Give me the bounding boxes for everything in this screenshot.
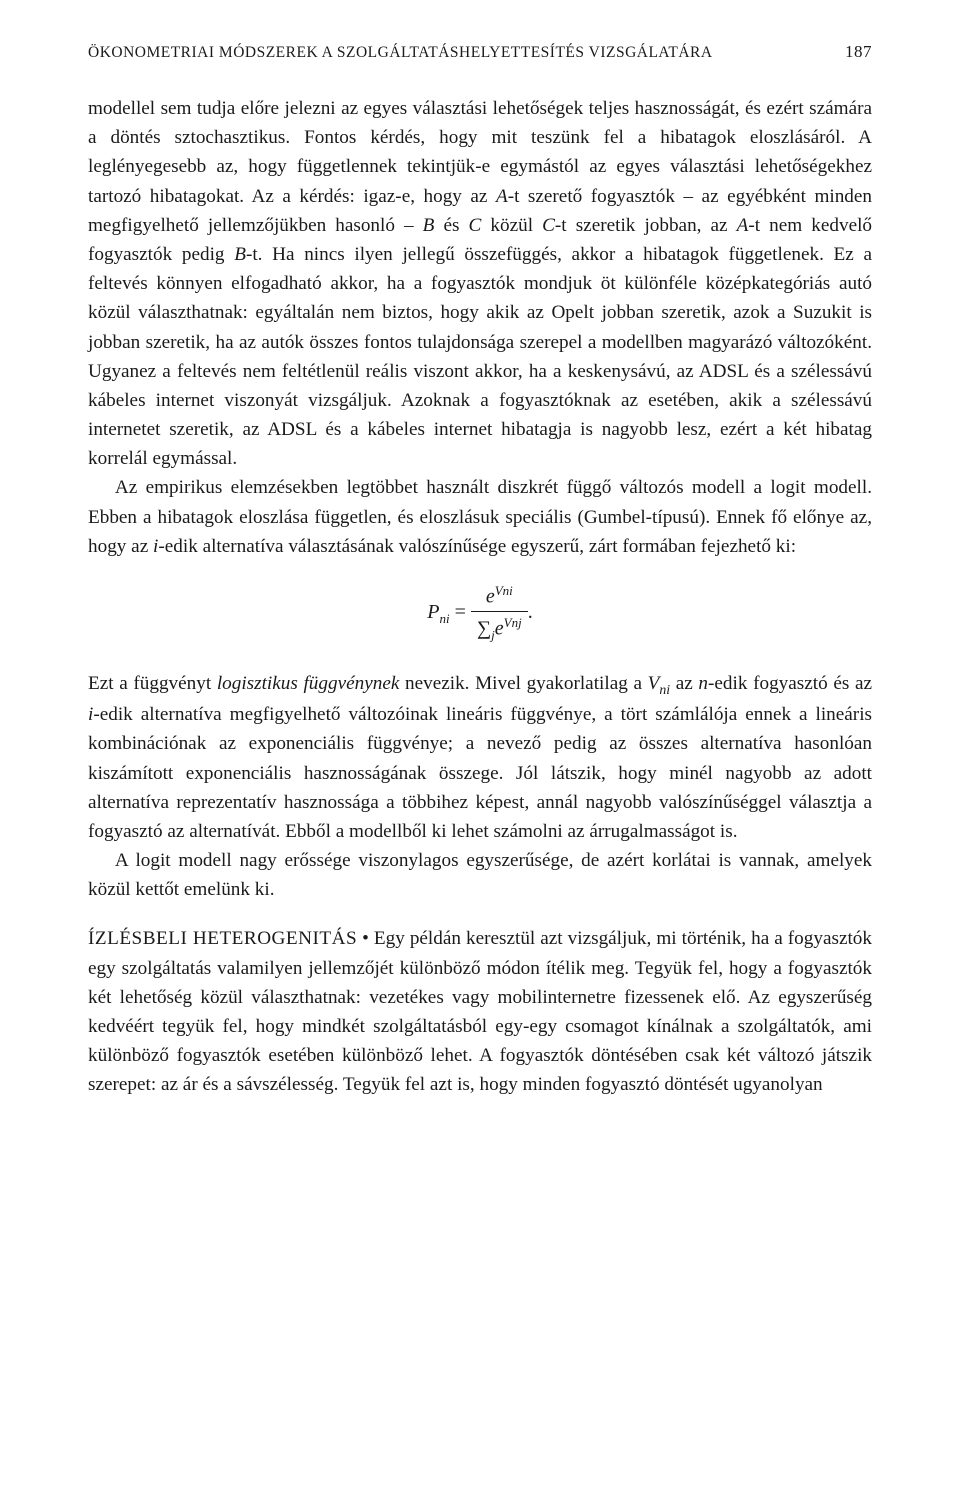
paragraph-2: Az empirikus elemzésekben legtöbbet hasz… bbox=[88, 473, 872, 561]
display-formula: Pni = eVni∑jeVnj. bbox=[88, 583, 872, 643]
running-title: ÖKONOMETRIAI MÓDSZEREK A SZOLGÁLTATÁSHEL… bbox=[88, 44, 713, 62]
page: ÖKONOMETRIAI MÓDSZEREK A SZOLGÁLTATÁSHEL… bbox=[0, 0, 960, 1502]
paragraph-3: Ezt a függvényt logisztikus függvénynek … bbox=[88, 669, 872, 846]
body-text: modellel sem tudja előre jelezni az egye… bbox=[88, 94, 872, 1100]
paragraph-4: A logit modell nagy erőssége viszonylago… bbox=[88, 846, 872, 904]
page-number: 187 bbox=[845, 42, 872, 62]
running-header: ÖKONOMETRIAI MÓDSZEREK A SZOLGÁLTATÁSHEL… bbox=[88, 42, 872, 62]
paragraph-5: ÍZLÉSBELI HETEROGENITÁS • Egy példán ker… bbox=[88, 924, 872, 1099]
numerator: eVni bbox=[471, 583, 528, 612]
section-heading: ÍZLÉSBELI HETEROGENITÁS bbox=[88, 928, 357, 949]
paragraph-1: modellel sem tudja előre jelezni az egye… bbox=[88, 94, 872, 473]
denominator: ∑jeVnj bbox=[471, 612, 528, 644]
fraction: eVni∑jeVnj bbox=[471, 583, 528, 643]
